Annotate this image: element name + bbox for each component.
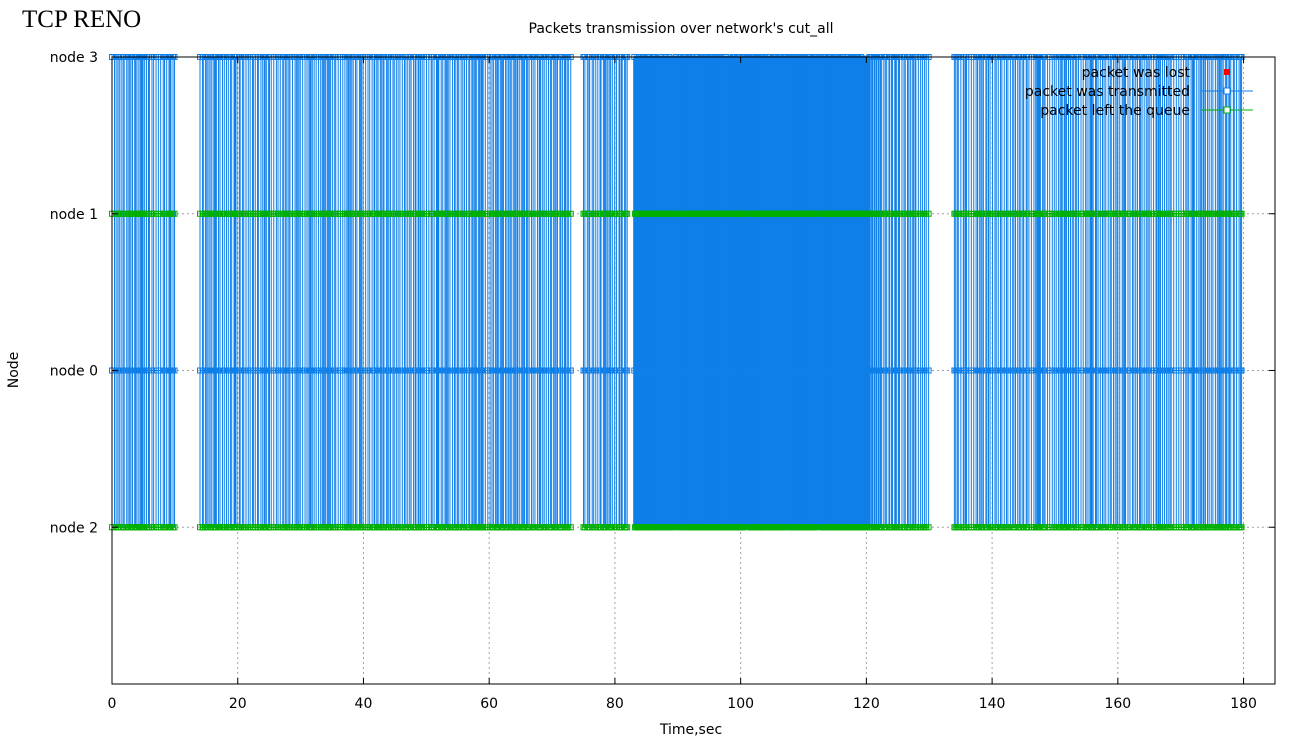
y-axis-ticks: node 2 node 0 node 1 node 3 <box>50 50 1275 536</box>
left-queue-series <box>109 210 1245 531</box>
transmitted-series <box>109 54 1245 528</box>
x-tick-label: 120 <box>853 696 880 712</box>
legend-label: packet was lost <box>1082 65 1191 81</box>
legend-marker <box>1223 87 1231 95</box>
legend-marker <box>1223 106 1231 114</box>
y-tick-label: node 1 <box>50 207 98 223</box>
chart-title: Packets transmission over network's cut_… <box>529 21 834 37</box>
y-axis-label: Node <box>6 352 22 389</box>
x-tick-label: 80 <box>606 696 624 712</box>
x-tick-label: 0 <box>108 696 117 712</box>
x-tick-label: 100 <box>727 696 754 712</box>
legend-label: packet was transmitted <box>1025 84 1190 100</box>
x-tick-label: 160 <box>1104 696 1131 712</box>
x-tick-label: 140 <box>979 696 1006 712</box>
y-tick-label: node 3 <box>50 50 98 66</box>
x-tick-label: 60 <box>480 696 498 712</box>
legend-label: packet left the queue <box>1040 103 1190 119</box>
x-tick-label: 180 <box>1230 696 1257 712</box>
x-axis-label: Time,sec <box>659 722 722 738</box>
page-title: TCP RENO <box>22 6 142 33</box>
legend-marker <box>1224 69 1230 75</box>
y-tick-label: node 0 <box>50 364 98 380</box>
legend: packet was lost packet was transmitted pac… <box>1025 65 1253 119</box>
x-axis-ticks: 0 20 40 60 80 100 120 140 160 180 <box>108 57 1257 712</box>
x-tick-label: 40 <box>355 696 373 712</box>
x-tick-label: 20 <box>229 696 247 712</box>
y-tick-label: node 2 <box>50 520 98 536</box>
